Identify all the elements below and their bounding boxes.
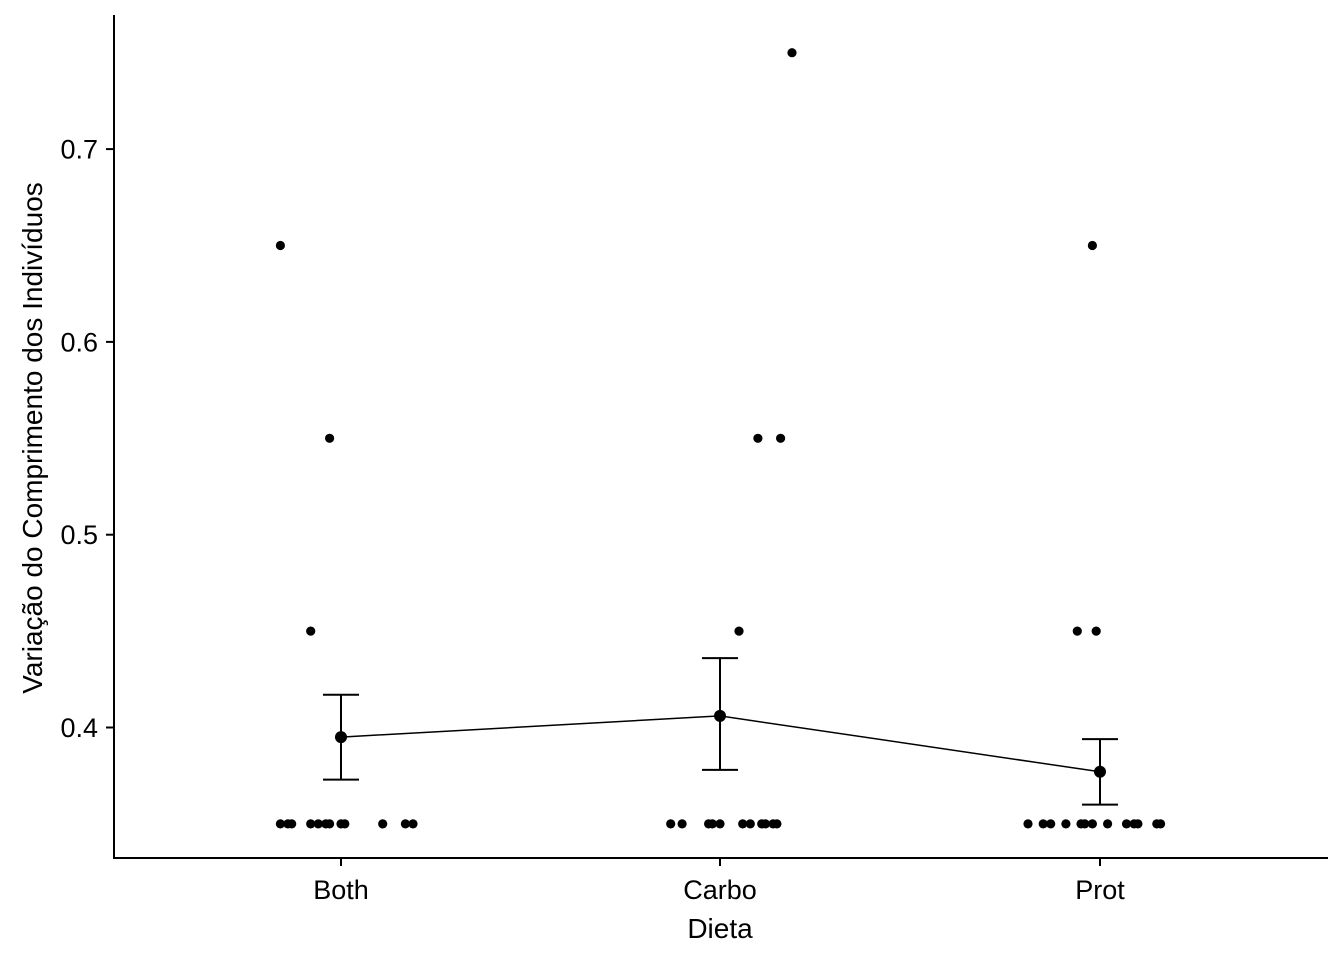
data-point: [1133, 819, 1143, 829]
data-point: [306, 626, 316, 636]
data-point: [738, 819, 748, 829]
data-point: [1023, 819, 1033, 829]
data-point: [745, 819, 755, 829]
raw-points: [275, 48, 1166, 829]
data-point: [287, 819, 297, 829]
data-point: [707, 819, 718, 829]
data-point: [325, 433, 335, 443]
data-point: [1080, 819, 1090, 829]
data-point: [1121, 819, 1132, 829]
data-point: [1156, 819, 1166, 829]
y-tick-label-0.6: 0.6: [60, 327, 98, 357]
mean-point-carbo: [714, 709, 726, 722]
data-point: [753, 433, 763, 443]
data-point: [1103, 819, 1113, 829]
data-point: [1072, 626, 1082, 636]
y-tick-label-0.7: 0.7: [60, 135, 98, 165]
data-point: [760, 819, 771, 829]
data-point: [734, 626, 744, 636]
data-point: [677, 819, 687, 829]
data-point: [1038, 819, 1048, 829]
data-point: [772, 819, 782, 829]
data-point: [715, 819, 725, 829]
data-point: [313, 819, 323, 829]
data-point: [275, 819, 285, 829]
x-axis-title: Dieta: [687, 913, 753, 944]
data-point: [1091, 626, 1101, 636]
data-point: [776, 433, 786, 443]
x-tick-label-both: Both: [313, 875, 369, 905]
data-point: [787, 48, 797, 58]
data-point: [340, 819, 350, 829]
data-point: [400, 819, 410, 829]
axis-ticks: Both Carbo Prot 0.4 0.5 0.6 0.7: [60, 135, 1125, 905]
data-point: [1061, 819, 1071, 829]
data-point: [1087, 240, 1097, 251]
data-point: [1046, 819, 1056, 829]
mean-summary: [323, 657, 1118, 806]
y-axis-title: Variação do Comprimento dos Indivíduos: [17, 182, 48, 694]
data-point: [378, 819, 388, 829]
data-point: [1087, 819, 1097, 829]
data-point: [325, 819, 335, 829]
data-point: [306, 819, 316, 829]
data-point: [408, 819, 418, 829]
y-tick-label-0.5: 0.5: [60, 520, 98, 550]
mean-point-prot: [1094, 765, 1106, 778]
data-point: [666, 819, 676, 829]
mean-point-both: [335, 731, 347, 744]
y-tick-label-0.4: 0.4: [60, 713, 98, 743]
x-tick-label-carbo: Carbo: [683, 875, 757, 905]
data-point: [275, 240, 285, 251]
x-tick-label-prot: Prot: [1075, 875, 1125, 905]
